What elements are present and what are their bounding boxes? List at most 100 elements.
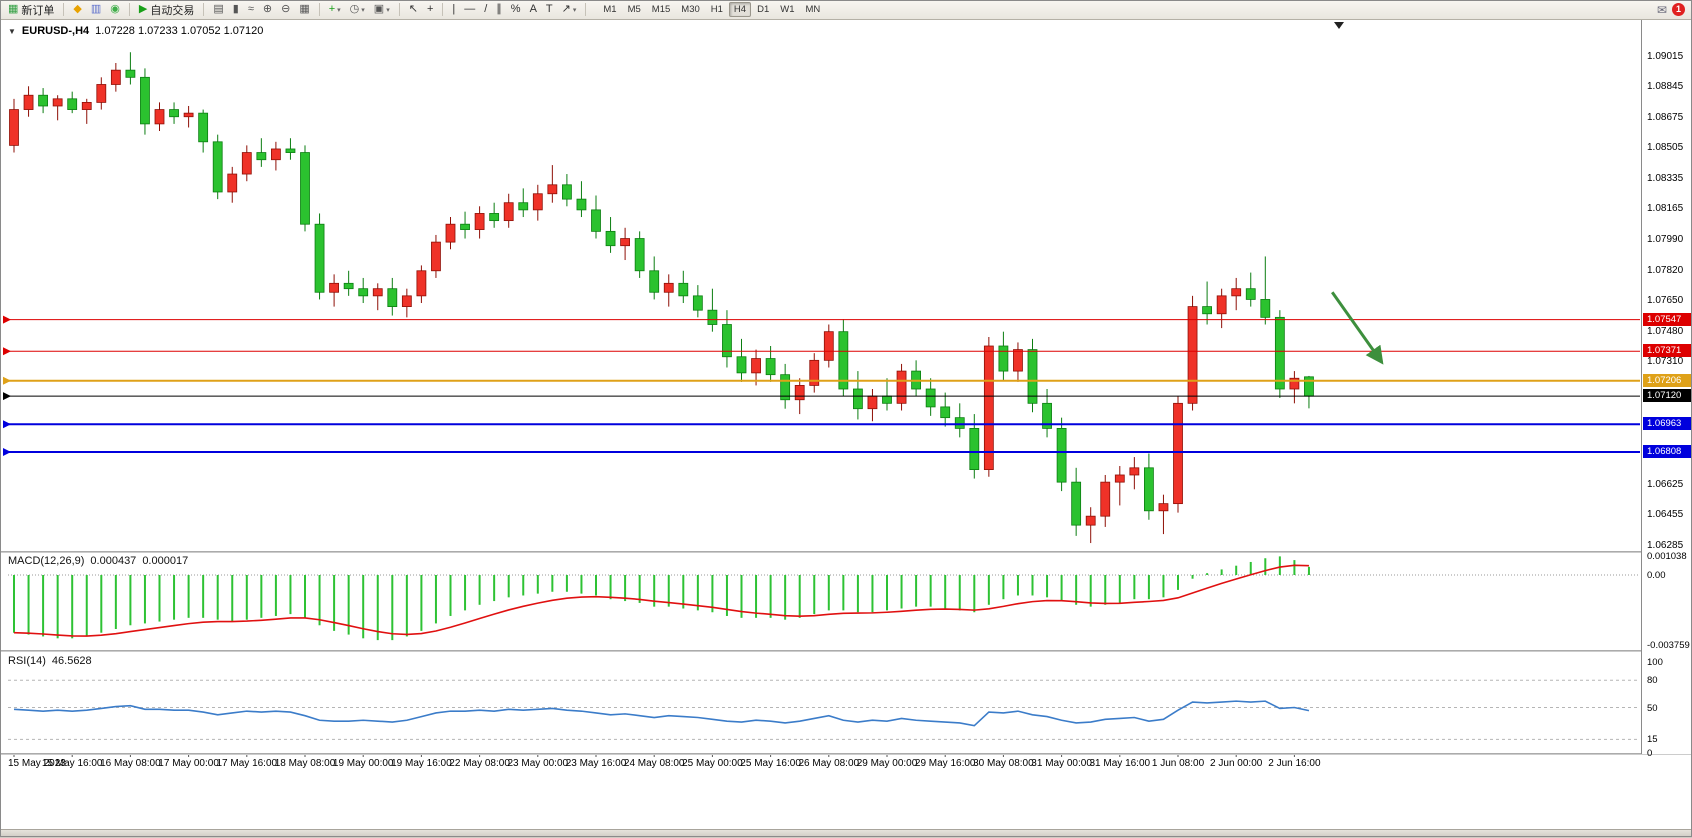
rsi-scale-label: 50 (1647, 702, 1658, 714)
timeframe-button-h4[interactable]: H4 (728, 2, 752, 17)
price-axis[interactable]: 1.09015 1.08845 1.08675 1.08505 1.08335 1.081… (1641, 20, 1692, 759)
support-1-badge: 1.06963 (1643, 417, 1692, 431)
autotrading-label: 自动交易 (150, 4, 195, 17)
price-axis-label: 1.07480 (1647, 325, 1684, 337)
arrows-button[interactable]: ↗ ▾ (558, 1, 581, 18)
price-axis-label: 1.06285 (1647, 539, 1684, 551)
timeframe-button-m30[interactable]: M30 (676, 2, 704, 17)
crosshair-icon: + (426, 3, 434, 15)
periods-button[interactable]: ◷ ▾ (346, 1, 369, 18)
timeframe-button-d1[interactable]: D1 (752, 2, 774, 17)
bar-chart-button[interactable]: ▤ (209, 1, 227, 18)
chart-window-button[interactable]: ▥ (87, 1, 105, 18)
price-axis-label: 1.08675 (1647, 111, 1684, 123)
time-axis[interactable]: 15 May 2023 15 May 16:00 16 May 08:00 17 Ma… (0, 754, 1692, 776)
time-axis-label: 17 May 00:00 (158, 758, 219, 769)
autotrading-icon: ▶ (138, 3, 148, 15)
template-button[interactable]: ▣ ▾ (370, 1, 394, 18)
resistance-2-badge: 1.07371 (1643, 344, 1692, 358)
chart-title: ▼ EURUSD-,H4 1.07228 1.07233 1.07052 1.0… (8, 25, 263, 37)
rsi-value: 46.5628 (51, 655, 92, 667)
time-axis-label: 19 May 00:00 (332, 758, 394, 769)
panel-divider-rsi[interactable] (0, 650, 1692, 652)
toolbar-buttons: ▦ 新订单 ◆ ▥ ◉ ▶ 自动交易 ▤ ▮ ≈ ⊕ ⊖ ▦ + ▾ ◷ ▾ ▣ ▾ ↖ + | ― / ∥% A T ↗ ▾ (4, 1, 590, 18)
zoom-out-button[interactable]: ⊖ (277, 1, 294, 18)
bar-chart-icon: ▤ (213, 3, 224, 15)
dropdown-caret-icon: ▾ (337, 6, 341, 14)
time-axis-label: 29 May 16:00 (914, 758, 976, 769)
horn-button[interactable]: ◆ (69, 1, 85, 18)
autotrading-button[interactable]: ▶ 自动交易 (135, 1, 198, 18)
macd-label: MACD(12,26,9) (8, 555, 85, 567)
line-chart-icon: ≈ (247, 3, 254, 15)
timeframe-button-h1[interactable]: H1 (706, 2, 728, 17)
fibonacci-button[interactable]: % (507, 1, 525, 18)
time-axis-label: 23 May 00:00 (507, 758, 569, 769)
status-strip (0, 829, 1692, 838)
toolbar-separator (318, 3, 320, 16)
timeframe-button-m15[interactable]: M15 (647, 2, 675, 17)
horizontal-line-icon: ― (464, 3, 476, 15)
rsi-scale-label: 80 (1647, 675, 1658, 687)
resistance-1-badge: 1.07547 (1643, 312, 1692, 326)
price-axis-label: 1.08845 (1647, 81, 1684, 93)
macd-value: 0.000437 (90, 555, 137, 567)
horn-icon: ◆ (73, 3, 82, 15)
price-axis-label: 1.08505 (1647, 142, 1684, 154)
cursor-button[interactable]: ↖ (405, 1, 422, 18)
panel-divider-axis[interactable] (0, 753, 1692, 755)
vertical-line-icon: | (452, 3, 456, 15)
globe-icon: ◉ (110, 3, 120, 15)
globe-button[interactable]: ◉ (106, 1, 124, 18)
toolbar: ▦ 新订单 ◆ ▥ ◉ ▶ 自动交易 ▤ ▮ ≈ ⊕ ⊖ ▦ + ▾ ◷ ▾ ▣ ▾ ↖ + | ― / ∥% A T ↗ ▾ M1 M5… (0, 0, 1692, 20)
rsi-label: RSI(14) (8, 655, 46, 667)
tile-windows-button[interactable]: ▦ (295, 1, 313, 18)
label-icon: T (545, 3, 553, 15)
timeframe-toolbar: M1 M5 M15 M30 H1 H4 D1 W1 MN (598, 2, 825, 17)
time-axis-label: 2 Jun 16:00 (1268, 758, 1321, 769)
dropdown-caret-icon: ▾ (572, 6, 577, 14)
chart-shift-marker[interactable] (1334, 22, 1344, 29)
vertical-line-button[interactable]: | (448, 1, 459, 18)
tile-windows-icon: ▦ (299, 3, 310, 15)
zoom-in-button[interactable]: ⊕ (259, 1, 276, 18)
price-axis-label: 1.09015 (1647, 50, 1684, 62)
rsi-scale-label: 15 (1647, 734, 1658, 746)
periods-icon: ◷ (349, 3, 360, 15)
add-indicator-button[interactable]: + ▾ (325, 1, 345, 18)
toolbar-right: ✉ 1 (1657, 3, 1688, 16)
rsi-scale-label: 100 (1647, 657, 1663, 668)
trendline-button[interactable]: / (480, 1, 491, 18)
timeframe-button-mn[interactable]: MN (800, 2, 825, 17)
rsi-scale-label: 0 (1647, 748, 1653, 759)
new-order-icon: ▦ (8, 3, 19, 15)
one-click-trading-toggle[interactable]: ▼ (8, 26, 16, 36)
cursor-icon: ↖ (408, 3, 418, 15)
panel-divider-macd[interactable] (0, 551, 1692, 553)
timeframe-button-m1[interactable]: M1 (598, 2, 621, 17)
time-axis-label: 1 Jun 08:00 (1151, 758, 1205, 769)
label-button[interactable]: T (542, 1, 557, 18)
zoom-in-icon: ⊕ (262, 3, 273, 15)
fibonacci-icon: % (510, 3, 521, 15)
toolbar-separator (128, 3, 130, 16)
new-order-button[interactable]: ▦ 新订单 (4, 1, 58, 18)
pivot-badge: 1.07206 (1643, 373, 1692, 387)
support-2-badge: 1.06808 (1643, 445, 1692, 459)
horizontal-line-button[interactable]: ― (460, 1, 479, 18)
notification-badge[interactable]: 1 (1672, 3, 1685, 16)
toolbar-separator (585, 3, 587, 16)
line-chart-button[interactable]: ≈ (244, 1, 258, 18)
timeframe-button-m5[interactable]: M5 (623, 2, 646, 17)
crosshair-button[interactable]: + (423, 1, 437, 18)
channel-button[interactable]: ∥ (492, 1, 506, 18)
candlestick-chart-button[interactable]: ▮ (229, 1, 243, 18)
time-axis-label: 23 May 16:00 (565, 758, 627, 769)
mail-icon[interactable]: ✉ (1656, 2, 1667, 17)
time-axis-label: 31 May 16:00 (1089, 758, 1151, 769)
time-axis-label: 31 May 00:00 (1031, 758, 1092, 769)
text-button[interactable]: A (526, 1, 541, 18)
timeframe-button-w1[interactable]: W1 (775, 2, 799, 17)
channel-icon: ∥ (496, 3, 502, 15)
